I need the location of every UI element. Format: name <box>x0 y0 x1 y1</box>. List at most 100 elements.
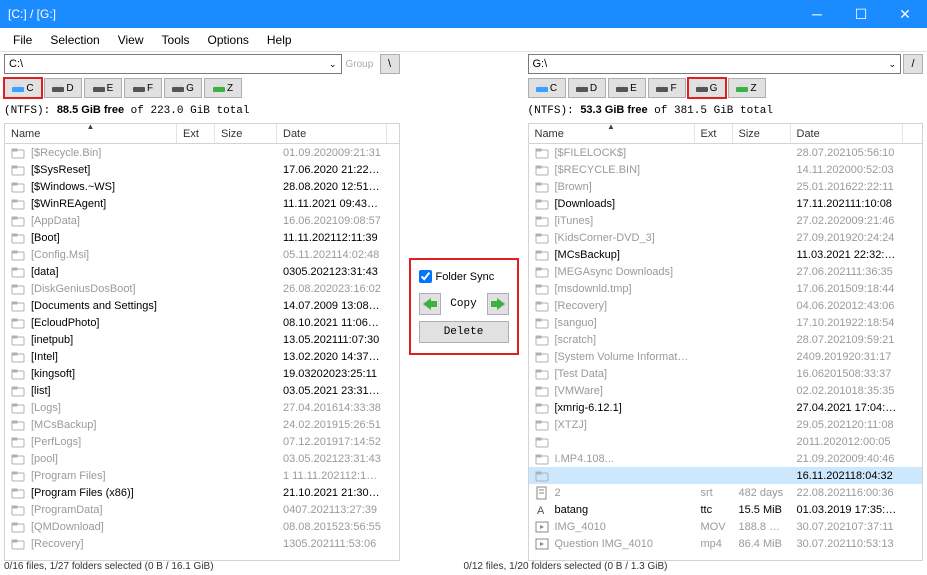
right-drive-c[interactable]: C <box>528 78 566 98</box>
folder-sync-checkbox[interactable]: Folder Sync <box>419 270 509 283</box>
table-row[interactable]: [MEGAsync Downloads]27.06.202111:36:35 <box>529 263 923 280</box>
file-icon <box>535 180 549 194</box>
menu-file[interactable]: File <box>4 33 41 47</box>
left-col-date[interactable]: Date <box>277 124 387 143</box>
table-row[interactable]: [inetpub]13.05.202111:07:30 <box>5 331 399 348</box>
left-drive-z[interactable]: Z <box>204 78 242 98</box>
menu-tools[interactable]: Tools <box>153 33 199 47</box>
left-col-ext[interactable]: Ext <box>177 124 215 143</box>
table-row[interactable]: [Brown]25.01.201622:22:11 <box>529 178 923 195</box>
left-drive-e[interactable]: E <box>84 78 122 98</box>
table-row[interactable]: [$Windows.~WS]28.08.2020 12:51:48 <box>5 178 399 195</box>
table-row[interactable]: [$Recycle.Bin]01.09.202009:21:31 <box>5 144 399 161</box>
cell-date: 1 11.11.202112:10:36 <box>277 470 387 482</box>
right-drive-g[interactable]: G <box>688 78 726 98</box>
left-panel: C:\⌄Group\CDEFGZ(NTFS): 88.5 GiB free of… <box>0 52 404 561</box>
close-button[interactable]: ✕ <box>883 0 927 28</box>
table-row[interactable]: [VMWare]02.02.201018:35:35 <box>529 382 923 399</box>
table-row[interactable]: Question IMG_4010mp486.4 MiB30.07.202110… <box>529 535 923 552</box>
table-row[interactable]: [Intel]13.02.2020 14:37:50 <box>5 348 399 365</box>
table-row[interactable]: I.MP4.108...21.09.202009:40:46 <box>529 450 923 467</box>
table-row[interactable]: [$SysReset]17.06.2020 21:22:42 <box>5 161 399 178</box>
left-drive-c[interactable]: C <box>4 78 42 98</box>
right-col-name[interactable]: ▲Name <box>529 124 695 143</box>
right-drive-d[interactable]: D <box>568 78 606 98</box>
left-list-body[interactable]: [$Recycle.Bin]01.09.202009:21:31[$SysRes… <box>4 143 400 561</box>
right-path-combo[interactable]: G:\⌄ <box>528 54 902 74</box>
right-drive-z[interactable]: Z <box>728 78 766 98</box>
table-row[interactable]: [data]0305.202123:31:43 <box>5 263 399 280</box>
table-row[interactable]: [$WinREAgent]11.11.2021 09:43:41 <box>5 195 399 212</box>
left-col-name[interactable]: ▲Name <box>5 124 177 143</box>
right-col-ext[interactable]: Ext <box>695 124 733 143</box>
cell-date: 0305.202123:31:43 <box>277 266 387 278</box>
menu-view[interactable]: View <box>109 33 153 47</box>
table-row[interactable]: 2srt482 days22.08.202116:00:36 <box>529 484 923 501</box>
table-row[interactable]: [KidsCorner-DVD_3]27.09.201920:24:24 <box>529 229 923 246</box>
table-row[interactable]: [kingsoft]19.03202023:25:11 <box>5 365 399 382</box>
table-row[interactable]: [msdownld.tmp]17.06.201509:18:44 <box>529 280 923 297</box>
table-row[interactable]: [Program Files (x86)]21.10.2021 21:30:48 <box>5 484 399 501</box>
left-col-size[interactable]: Size <box>215 124 277 143</box>
table-row[interactable]: [Program Files]1 11.11.202112:10:36 <box>5 467 399 484</box>
table-row[interactable]: [sanguo]17.10.201922:18:54 <box>529 314 923 331</box>
table-row[interactable]: [$FILELOCK$]28.07.202105:56:10 <box>529 144 923 161</box>
right-col-date[interactable]: Date <box>791 124 903 143</box>
table-row[interactable]: [DiskGeniusDosBoot]26.08.202023:16:02 <box>5 280 399 297</box>
table-row[interactable]: 2011.202012:00:05 <box>529 433 923 450</box>
cell-date: 30.07.202110:53:13 <box>791 538 903 550</box>
cell-date: 26.08.202023:16:02 <box>277 283 387 295</box>
table-row[interactable]: [Test Data]16.06201508:33:37 <box>529 365 923 382</box>
table-row[interactable]: [Config.Msi]05.11.202114:02:48 <box>5 246 399 263</box>
file-icon <box>11 248 25 262</box>
table-row[interactable]: [scratch]28.07.202109:59:21 <box>529 331 923 348</box>
menu-help[interactable]: Help <box>258 33 301 47</box>
table-row[interactable]: [Recovery]1305.202111:53:06 <box>5 535 399 552</box>
left-drive-g[interactable]: G <box>164 78 202 98</box>
table-row[interactable]: [PerfLogs]07.12.201917:14:52 <box>5 433 399 450</box>
delete-button[interactable]: Delete <box>419 321 509 343</box>
right-list-body[interactable]: [$FILELOCK$]28.07.202105:56:10[$RECYCLE.… <box>528 143 924 561</box>
minimize-button[interactable]: ─ <box>795 0 839 28</box>
table-row[interactable]: [XTZJ]29.05.202120:11:08 <box>529 416 923 433</box>
table-row[interactable]: [MCsBackup]24.02.201915:26:51 <box>5 416 399 433</box>
table-row[interactable]: 16.11.202118:04:32 <box>529 467 923 484</box>
table-row[interactable]: [Downloads]17.11.202111:10:08 <box>529 195 923 212</box>
table-row[interactable]: [EcloudPhoto]08.10.2021 11:06:10 <box>5 314 399 331</box>
folder-sync-input[interactable] <box>419 270 432 283</box>
table-row[interactable]: [QMDownload]08.08.201523:56:55 <box>5 518 399 535</box>
table-row[interactable]: [System Volume Informati...2409.201920:3… <box>529 348 923 365</box>
table-row[interactable]: [AppData]16.06.202109:08:57 <box>5 212 399 229</box>
right-drive-e[interactable]: E <box>608 78 646 98</box>
right-side-button[interactable]: / <box>903 54 923 74</box>
table-row[interactable]: [Logs]27.04.201614:33:38 <box>5 399 399 416</box>
table-row[interactable]: [MCsBackup]11.03.2021 22:32:23 <box>529 246 923 263</box>
left-drive-d[interactable]: D <box>44 78 82 98</box>
file-icon: A <box>535 503 549 517</box>
left-side-button[interactable]: \ <box>380 54 400 74</box>
table-row[interactable]: Abatangttc15.5 MiB01.03.2019 17:35:00 <box>529 501 923 518</box>
table-row[interactable]: [pool]03.05.202123:31:43 <box>5 450 399 467</box>
table-row[interactable]: [Documents and Settings]14.07.2009 13:08… <box>5 297 399 314</box>
table-row[interactable]: [list]03.05.2021 23:31:43 <box>5 382 399 399</box>
left-path-combo[interactable]: C:\⌄ <box>4 54 342 74</box>
table-row[interactable]: [xmrig-6.12.1]27.04.2021 17:04:59 <box>529 399 923 416</box>
right-col-size[interactable]: Size <box>733 124 791 143</box>
copy-right-button[interactable] <box>487 293 509 315</box>
maximize-button[interactable]: ☐ <box>839 0 883 28</box>
svg-text:A: A <box>537 505 545 517</box>
table-row[interactable]: IMG_4010MOV188.8 MiB30.07.202107:37:11 <box>529 518 923 535</box>
left-drive-f[interactable]: F <box>124 78 162 98</box>
table-row[interactable]: [iTunes]27.02.202009:21:46 <box>529 212 923 229</box>
table-row[interactable]: [ProgramData]0407.202113:27:39 <box>5 501 399 518</box>
table-row[interactable]: [$RECYCLE.BIN]14.11.202000:52:03 <box>529 161 923 178</box>
menu-selection[interactable]: Selection <box>41 33 108 47</box>
menu-options[interactable]: Options <box>199 33 258 47</box>
cell-name: [Recovery] <box>25 538 177 550</box>
right-drive-f[interactable]: F <box>648 78 686 98</box>
table-row[interactable]: [Boot]11.11.202112:11:39 <box>5 229 399 246</box>
copy-left-button[interactable] <box>419 293 441 315</box>
table-row[interactable]: [Recovery]04.06.202012:43:06 <box>529 297 923 314</box>
window-title: [C:] / [G:] <box>8 7 795 21</box>
file-icon <box>535 350 549 364</box>
